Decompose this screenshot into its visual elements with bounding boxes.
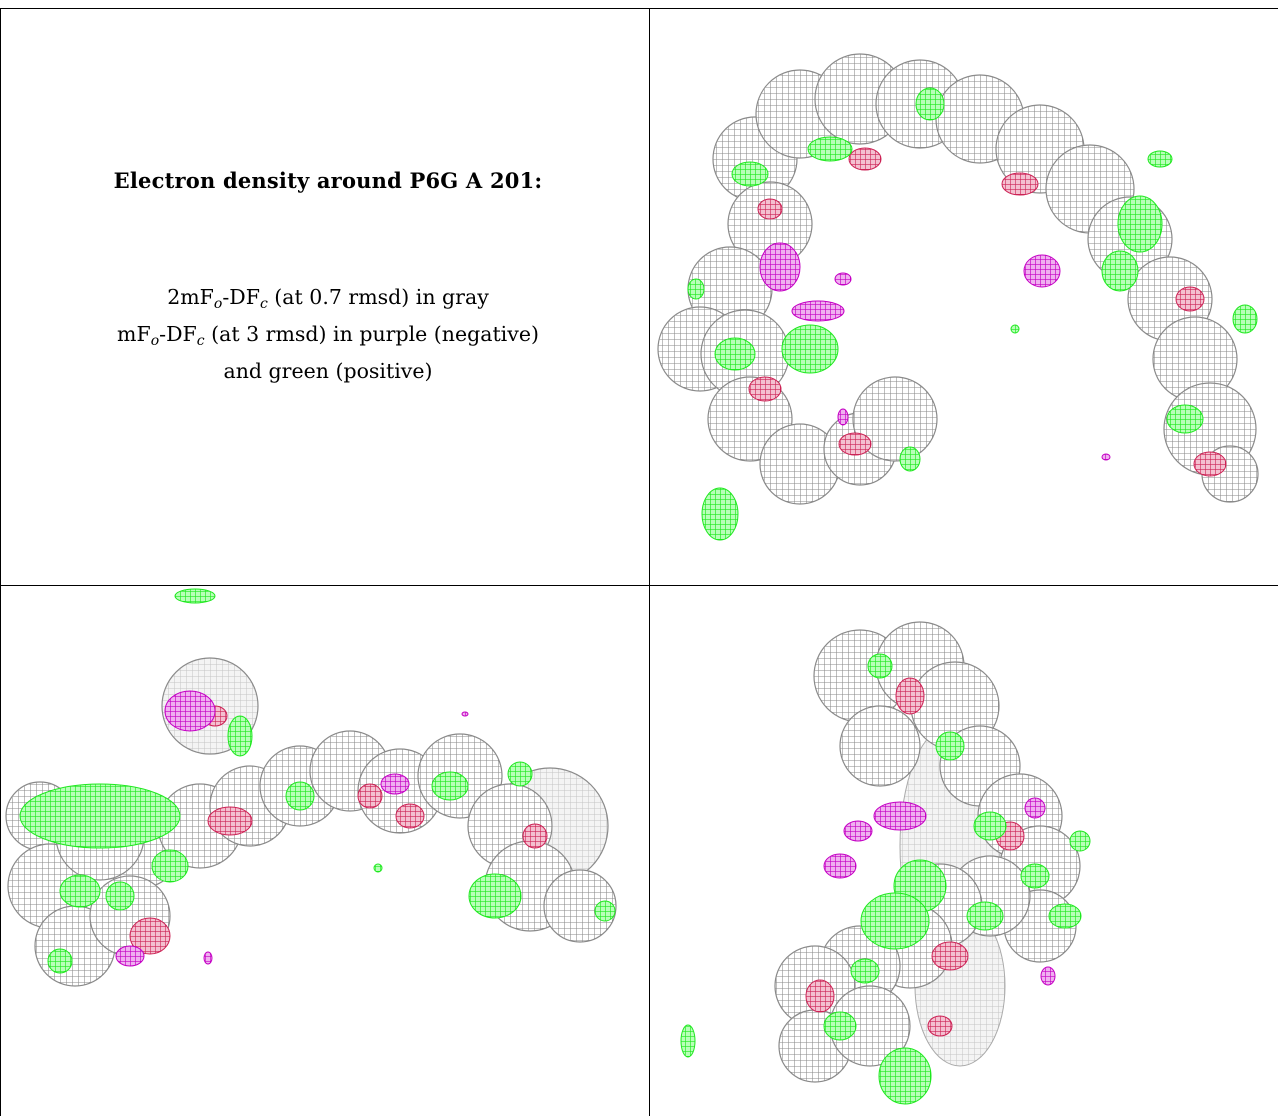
grid-divider-center <box>0 585 1278 586</box>
legend-line-2fofc: 2mFo-DFc (at 0.7 rmsd) in gray <box>167 285 489 312</box>
grid-divider-top <box>0 8 1278 9</box>
caption-legend: 2mFo-DFc (at 0.7 rmsd) in gray mFo-DFc (… <box>10 282 646 386</box>
grid-divider-left <box>0 8 1 1116</box>
legend-line-fofc: mFo-DFc (at 3 rmsd) in purple (negative) <box>117 322 539 349</box>
view-top-right <box>657 53 1259 541</box>
view-bottom-left <box>5 588 617 987</box>
legend-line-positive: and green (positive) <box>223 359 433 383</box>
caption-title: Electron density around P6G A 201: <box>113 168 543 193</box>
grid-divider-middle <box>649 8 650 1116</box>
view-bottom-right <box>680 621 1091 1105</box>
